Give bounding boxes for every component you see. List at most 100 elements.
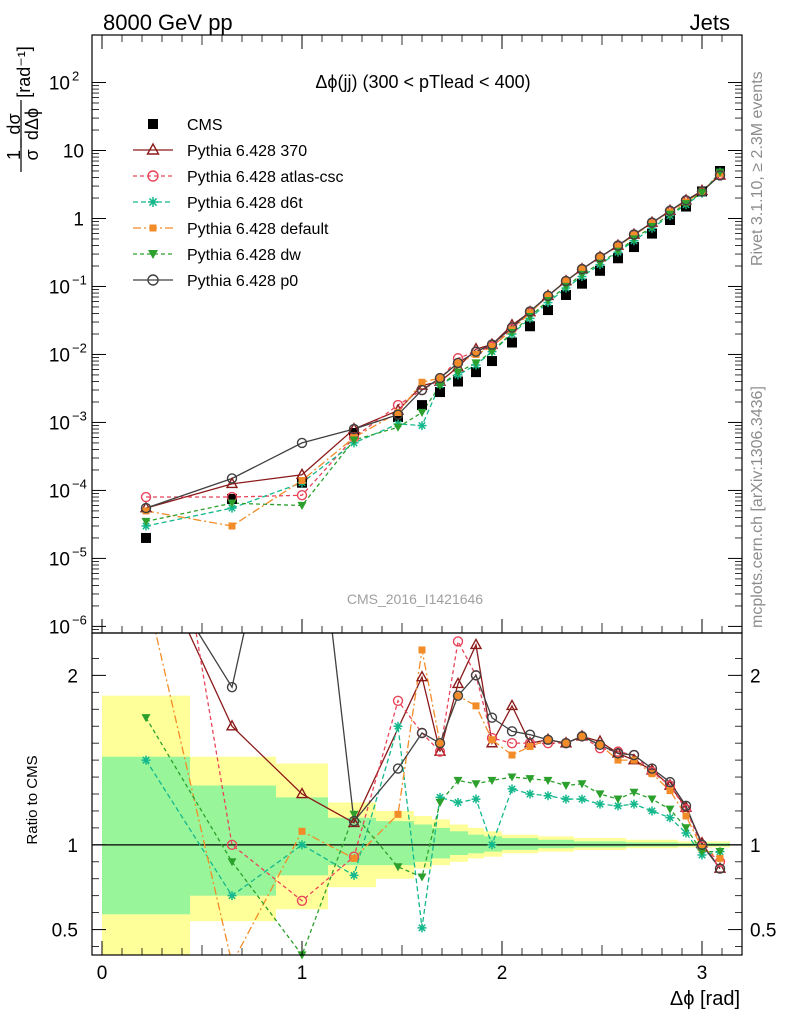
- ratio-point-3-13: [562, 739, 570, 747]
- ratio-point-5-5: [416, 727, 428, 739]
- top-point-5-9: [487, 348, 497, 357]
- ratio-point-0-3: [347, 815, 361, 828]
- ratio-point-2-11: [525, 789, 535, 799]
- top-point-5-0: [141, 517, 151, 526]
- ratio-point-1-1: [226, 839, 238, 851]
- top-point-6-18: [646, 217, 658, 228]
- ratio-point-3-2: [298, 827, 306, 835]
- top-ylabel-one: 1: [4, 150, 24, 160]
- x-tick-label-2: 2: [497, 963, 508, 984]
- legend-label-4: Pythia 6.428 default: [187, 221, 329, 238]
- ratio-ytick-label-2: 2: [67, 666, 78, 687]
- ratio-ylabel: Ratio to CMS: [24, 755, 41, 844]
- top-ytick-label-2: 10: [49, 481, 70, 502]
- top-point-5-3: [349, 436, 359, 445]
- ratio-point-4-16: [613, 795, 623, 804]
- top-point-4-13: [562, 277, 570, 285]
- ratio-point-2-10: [507, 784, 517, 794]
- ratio-point-0-4: [415, 670, 429, 682]
- ratio-point-4-11: [525, 775, 535, 784]
- ratio-point-0-6: [451, 676, 465, 689]
- top-ytick-exp-4: −2: [72, 340, 87, 355]
- top-ytick-exp-0: −6: [72, 612, 87, 627]
- top-point-5-4: [393, 423, 403, 432]
- ratio-point-4-17: [629, 788, 639, 797]
- top-point-0-11: [525, 321, 535, 332]
- legend: CMS Pythia 6.428 370 Pythia 6.428 atlas-cs…: [133, 117, 344, 290]
- legend-marker-2: [147, 170, 159, 182]
- top-ytick-label-3: 10: [49, 413, 70, 434]
- mcplots-text: mcplots.cern.ch [arXiv:1306.3436]: [749, 386, 766, 628]
- top-point-0-1: [227, 493, 237, 504]
- top-point-5-6: [435, 381, 445, 390]
- legend-marker-3: [148, 197, 158, 207]
- ratio-point-2-20: [681, 828, 691, 838]
- top-point-3-1: [227, 503, 237, 513]
- top-point-5-2: [297, 501, 307, 511]
- top-point-6-1: [226, 473, 238, 484]
- top-ytick-exp-2: −4: [72, 476, 87, 491]
- ratio-point-5-9: [486, 712, 498, 723]
- top-point-0-15: [595, 265, 605, 276]
- ratio-point-1-2: [296, 895, 308, 906]
- ratio-point-5-7: [452, 690, 464, 701]
- header-right: Jets: [690, 10, 730, 35]
- top-point-5-8: [471, 359, 481, 368]
- ratio-point-5-16: [612, 748, 624, 759]
- top-point-5-5: [417, 408, 427, 418]
- top-point-5-1: [227, 499, 237, 508]
- ratio-point-4-12: [543, 776, 553, 785]
- top-ytick-label-1: 10: [49, 549, 70, 570]
- top-point-6-4: [392, 409, 404, 420]
- ratio-point-4-22: [715, 848, 725, 857]
- top-point-6-3: [348, 423, 360, 435]
- top-point-0-9: [487, 356, 497, 367]
- top-point-6-17: [628, 229, 640, 240]
- top-ytick-label-4: 10: [49, 345, 70, 366]
- top-point-4-12: [544, 292, 552, 300]
- ratio-point-2-13: [561, 794, 571, 804]
- top-ylabel-sigma: σ: [22, 149, 42, 160]
- top-point-0-17: [629, 242, 639, 253]
- ratio-point-4-9: [487, 776, 497, 785]
- legend-marker-1: [146, 142, 160, 155]
- ratio-point-2-14: [577, 794, 587, 804]
- top-point-6-22: [714, 170, 726, 181]
- legend-label-6: Pythia 6.428 p0: [187, 273, 298, 290]
- green-band-7: [450, 831, 468, 856]
- legend-marker-6: [147, 274, 159, 286]
- ratio-point-2-15: [595, 799, 605, 809]
- top-point-4-11: [526, 309, 534, 317]
- ratio-point-5-14: [576, 731, 588, 742]
- ratio-point-4-13: [561, 781, 571, 791]
- ratio-point-4-20: [681, 824, 691, 833]
- ratio-point-4-6: [435, 798, 445, 807]
- ratio-point-3-3: [350, 854, 358, 862]
- top-point-0-0: [141, 532, 151, 543]
- ratio-point-2-17: [629, 799, 639, 809]
- top-point-2-2: [296, 490, 308, 501]
- ratio-point-3-15: [596, 741, 604, 749]
- ratio-point-4-10: [507, 773, 517, 782]
- ratio-point-3-9: [488, 736, 496, 744]
- ratio-point-4-19: [665, 805, 675, 814]
- top-ytick-label-0: 10: [49, 617, 70, 638]
- ratio-point-1-7: [452, 636, 464, 647]
- top-point-6-15: [594, 251, 606, 263]
- ratio-point-2-16: [613, 801, 623, 811]
- ratio-point-4-3: [349, 810, 359, 819]
- ratio-point-4-1: [227, 858, 237, 867]
- top-point-6-20: [680, 195, 692, 206]
- ratio-point-4-21: [697, 848, 707, 857]
- green-band-11: [538, 839, 574, 849]
- ratio-point-1-10: [506, 737, 518, 749]
- ratio-point-2-0: [141, 755, 151, 765]
- x-tick-label-0: 0: [97, 963, 108, 984]
- top-point-4-17: [630, 231, 638, 239]
- header-left: 8000 GeV pp: [103, 10, 233, 35]
- ratio-point-5-1: [226, 682, 238, 693]
- plot-title: Δϕ(jj) (300 < pTlead < 400): [315, 72, 530, 92]
- legend-marker-5: [148, 250, 158, 259]
- green-band-5: [414, 824, 432, 862]
